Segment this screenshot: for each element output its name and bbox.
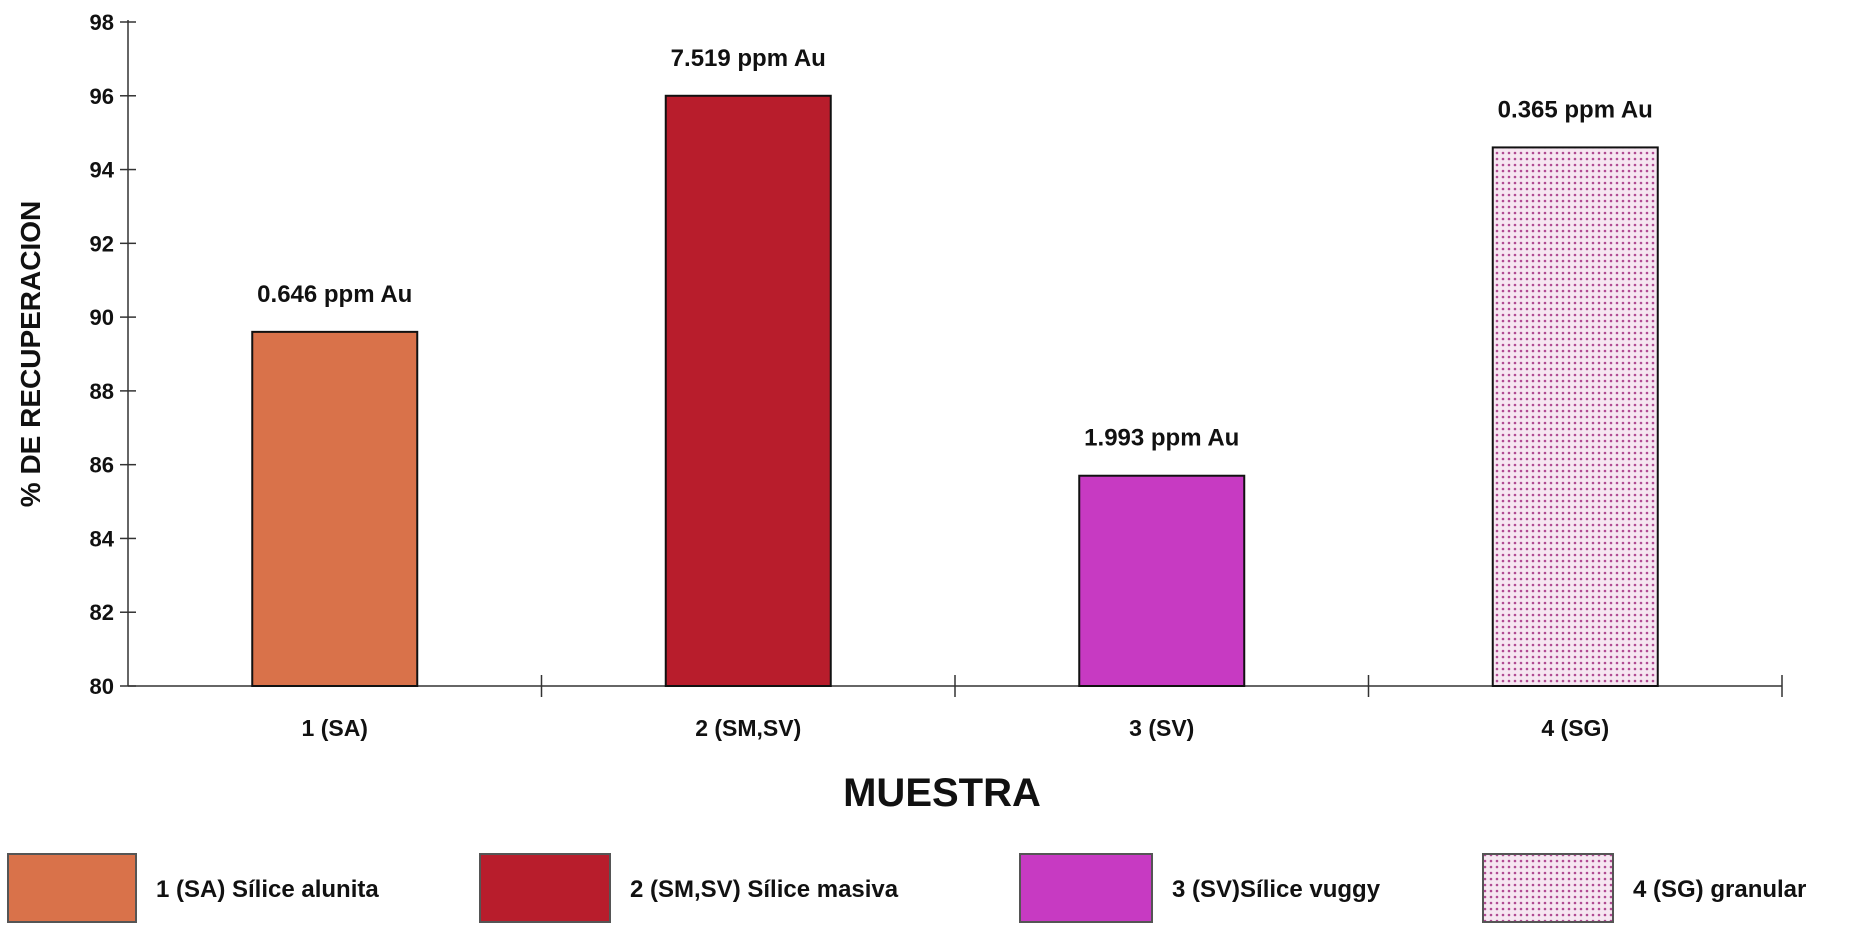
bar-annotation: 7.519 ppm Au	[671, 45, 826, 72]
legend-swatch-4	[1482, 853, 1614, 923]
bar-3	[1078, 474, 1246, 687]
bar-annotation: 0.365 ppm Au	[1498, 96, 1653, 123]
x-tick-label: 4 (SG)	[1541, 715, 1609, 741]
x-axis-title: MUESTRA	[843, 771, 1041, 815]
bar-4	[1491, 146, 1659, 687]
y-axis-title: % DE RECUPERACION	[15, 201, 46, 507]
legend-swatch-1	[7, 853, 137, 923]
legend-swatch-2	[479, 853, 611, 923]
y-tick-label: 96	[90, 84, 114, 109]
legend-label-3: 3 (SV)Sílice vuggy	[1172, 876, 1381, 903]
legend-swatch-3	[1019, 853, 1153, 923]
x-tick-label: 2 (SM,SV)	[695, 715, 801, 741]
y-tick-label: 86	[90, 453, 114, 478]
legend-label-1: 1 (SA) Sílice alunita	[156, 876, 379, 903]
y-tick-label: 92	[90, 231, 114, 256]
x-tick-label: 3 (SV)	[1129, 715, 1194, 741]
y-tick-label: 94	[90, 158, 115, 183]
x-tick-label: 1 (SA)	[302, 715, 368, 741]
y-tick-label: 90	[90, 305, 114, 330]
bar-annotation: 0.646 ppm Au	[257, 281, 412, 308]
legend-label-2: 2 (SM,SV) Sílice masiva	[630, 876, 899, 903]
bar-annotation: 1.993 ppm Au	[1084, 425, 1239, 452]
y-tick-label: 88	[90, 379, 114, 404]
bar-1	[251, 330, 419, 687]
y-tick-label: 98	[90, 10, 114, 35]
y-tick-label: 84	[90, 526, 115, 551]
y-tick-label: 82	[90, 600, 114, 625]
bar-2	[664, 94, 832, 688]
y-tick-label: 80	[90, 674, 114, 699]
legend-label-4: 4 (SG) granular	[1633, 876, 1806, 903]
